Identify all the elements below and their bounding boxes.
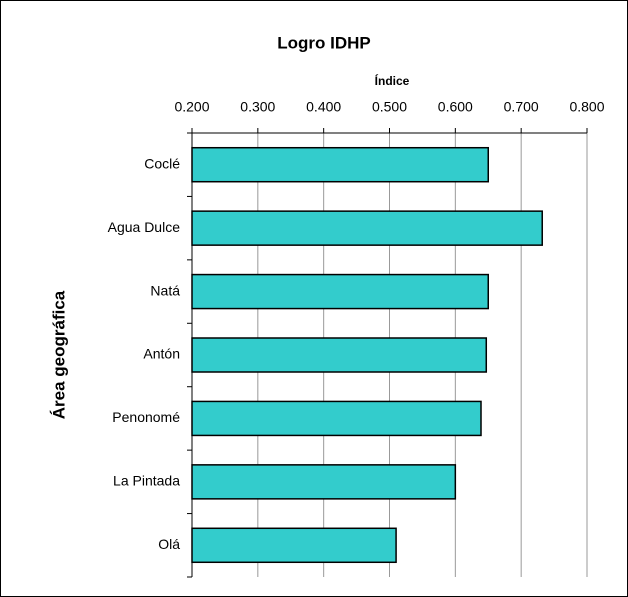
- bar: [191, 337, 488, 373]
- y-axis-label: Área geográfica: [49, 290, 68, 419]
- x-tick-label: 0.300: [240, 99, 275, 115]
- y-tick-label: Antón: [143, 346, 180, 362]
- bar: [191, 210, 543, 246]
- x-tick-label: 0.500: [372, 99, 407, 115]
- bar: [191, 273, 489, 310]
- bar: [191, 400, 482, 437]
- x-axis-label: Índice: [375, 73, 410, 88]
- x-tick-label: 0.800: [569, 99, 604, 115]
- bar: [191, 146, 489, 183]
- y-tick-label: Coclé: [144, 155, 180, 171]
- x-tick-label: 0.400: [306, 99, 341, 115]
- x-tick-label: 0.600: [438, 99, 473, 115]
- bar: [191, 464, 457, 500]
- x-tick-label: 0.700: [504, 99, 539, 115]
- y-tick-label: La Pintada: [113, 473, 180, 489]
- y-tick-label: Natá: [150, 282, 180, 298]
- chart-title: Logro IDHP: [277, 33, 371, 52]
- y-tick-label: Olá: [158, 536, 180, 552]
- y-tick-label: Penonomé: [112, 409, 180, 425]
- x-tick-label: 0.200: [174, 99, 209, 115]
- y-tick-label: Agua Dulce: [108, 219, 181, 235]
- bar: [191, 527, 397, 564]
